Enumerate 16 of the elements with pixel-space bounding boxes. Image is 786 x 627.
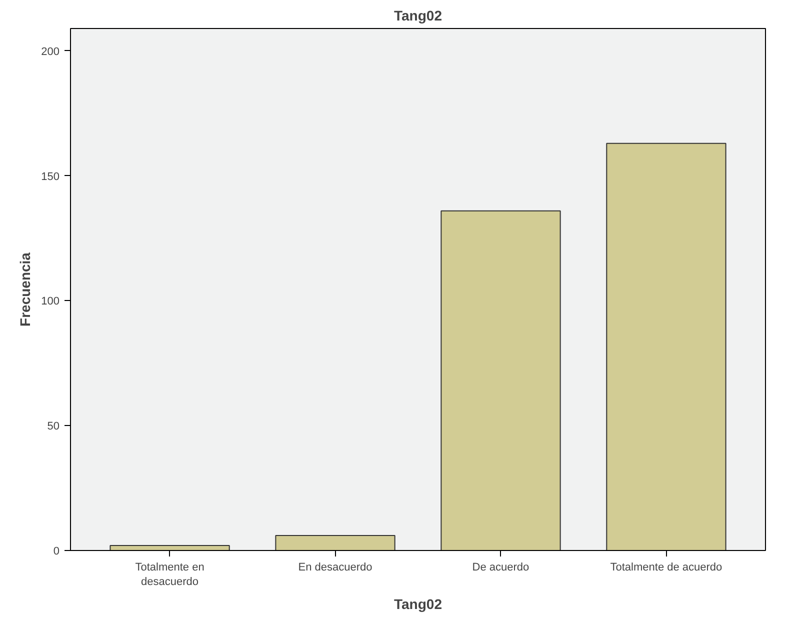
bar	[440, 210, 561, 550]
bar	[110, 545, 230, 550]
y-tick-label: 0	[53, 546, 60, 558]
x-axis-title: Tang02	[394, 596, 442, 612]
x-tick-label: De acuerdo	[472, 562, 530, 574]
y-axis-title: Frecuencia	[17, 252, 34, 326]
x-tick-label: Totalmente de acuerdo	[610, 562, 722, 574]
x-tick-label: En desacuerdo	[298, 562, 372, 574]
y-tick-label: 100	[41, 296, 60, 308]
chart-title: Tang02	[394, 8, 442, 24]
x-tick-label: Totalmente en desacuerdo	[135, 562, 204, 588]
bar	[606, 142, 726, 550]
y-tick-label: 50	[47, 420, 60, 433]
y-tick-label: 200	[41, 46, 60, 58]
bar	[275, 535, 396, 550]
y-tick-label: 150	[41, 170, 60, 183]
